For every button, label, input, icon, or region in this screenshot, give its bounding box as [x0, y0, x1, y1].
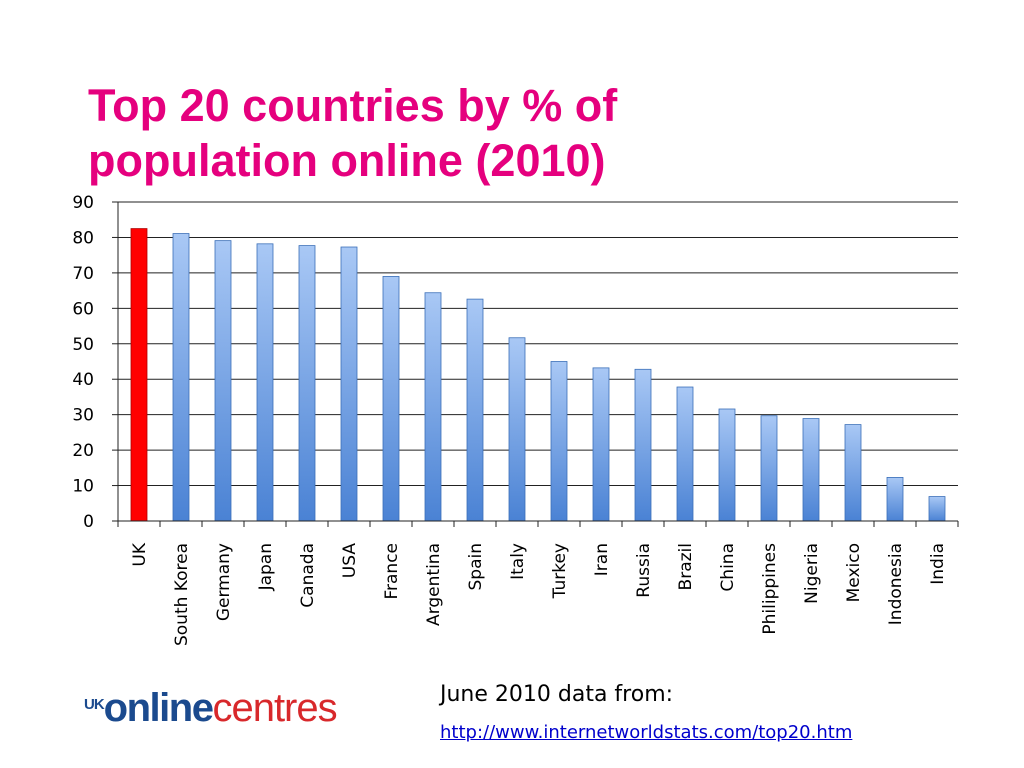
source-label: June 2010 data from:	[440, 682, 674, 707]
x-tick-label: Italy	[508, 543, 528, 580]
bar-brazil	[676, 386, 694, 522]
x-tick-label: China	[718, 543, 738, 592]
x-tick-label: India	[928, 543, 948, 585]
bar-turkey	[550, 361, 568, 522]
slide-title: Top 20 countries by % of population onli…	[88, 80, 618, 186]
x-tick-label: Mexico	[844, 543, 864, 602]
grid-lines	[118, 201, 958, 487]
uk-online-centres-logo: UKonlinecentres	[84, 686, 338, 740]
x-tick-label: Germany	[214, 543, 234, 621]
y-tick-label: 0	[83, 512, 94, 532]
bar-india	[928, 496, 946, 522]
y-tick-label: 60	[72, 299, 94, 319]
bar-iran	[592, 367, 610, 522]
x-tick-label: USA	[340, 543, 360, 579]
bar-china	[718, 408, 736, 522]
x-tick-label: Canada	[298, 543, 318, 608]
x-tick-label: Brazil	[676, 543, 696, 590]
x-tick-label: Philippines	[760, 543, 780, 635]
x-tick-labels: UK South Korea Germany Japan Canada USA France…	[130, 542, 948, 646]
x-tick-label: France	[382, 543, 402, 600]
x-tick-label: Spain	[466, 543, 486, 591]
bar-uk	[130, 228, 148, 522]
logo-text-online: online	[103, 686, 214, 730]
x-tick-label: South Korea	[172, 543, 192, 646]
bar-spain	[466, 298, 484, 522]
axes	[117, 202, 959, 527]
y-tick-labels: 0 10 20 30 40 50 60 70 80 90	[72, 193, 118, 532]
y-tick-label: 90	[72, 193, 94, 213]
bar-france	[382, 276, 400, 522]
bar-russia	[634, 368, 652, 522]
y-tick-label: 40	[72, 370, 94, 390]
x-tick-label: Russia	[634, 543, 654, 598]
source-link[interactable]: http://www.internetworldstats.com/top20.…	[440, 722, 853, 743]
x-tick-label: Argentina	[424, 543, 444, 626]
logo-text-uk: UK	[84, 696, 105, 713]
x-tick-label: Indonesia	[886, 543, 906, 625]
bar-japan	[256, 243, 274, 522]
bar-indonesia	[886, 477, 904, 522]
x-tick-label: Nigeria	[802, 543, 822, 604]
y-tick-label: 50	[72, 335, 94, 355]
y-tick-label: 30	[72, 406, 94, 426]
logo-text-centres: centres	[212, 686, 337, 730]
bar-philippines	[760, 415, 778, 522]
y-tick-label: 10	[72, 477, 94, 497]
y-tick-label: 70	[72, 264, 94, 284]
bar-nigeria	[802, 418, 820, 522]
x-tick-label: Turkey	[550, 543, 570, 599]
x-tick-label: Iran	[592, 543, 612, 576]
y-tick-label: 20	[72, 441, 94, 461]
bar-italy	[508, 337, 526, 522]
bar-mexico	[844, 424, 862, 522]
bar-south-korea	[172, 233, 190, 522]
bars	[130, 228, 946, 522]
bar-argentina	[424, 292, 442, 522]
bar-usa	[340, 246, 358, 522]
x-tick-label: UK	[130, 542, 150, 566]
x-tick-label: Japan	[256, 543, 276, 591]
bar-germany	[214, 240, 232, 522]
bar-canada	[298, 245, 316, 522]
y-tick-label: 80	[72, 228, 94, 248]
